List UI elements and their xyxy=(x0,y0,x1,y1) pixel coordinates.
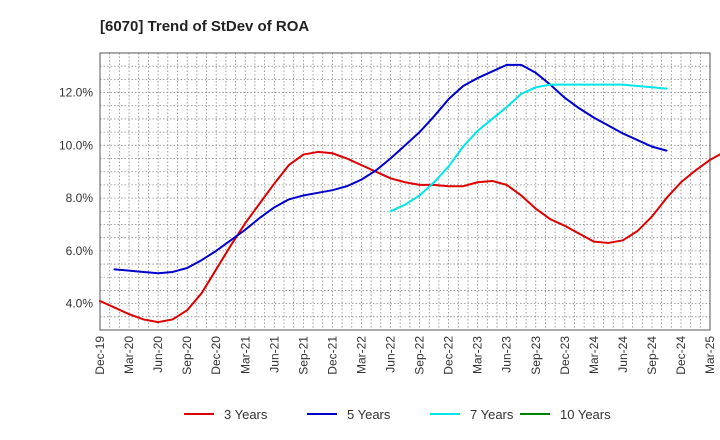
x-tick-label: Mar-21 xyxy=(238,336,252,374)
x-tick-label: Sep-21 xyxy=(296,336,310,375)
x-tick-label: Jun-22 xyxy=(384,336,398,373)
x-tick-label: Mar-24 xyxy=(587,336,601,374)
legend-label: 5 Years xyxy=(347,407,391,422)
x-tick-label: Jun-23 xyxy=(500,336,514,373)
x-tick-label: Dec-20 xyxy=(209,336,223,375)
x-axis: Dec-19 Mar-20 Jun-20 Sep-20 Dec-20 Mar-21 Jun-… xyxy=(93,336,717,375)
x-tick-label: Dec-22 xyxy=(442,336,456,375)
grid xyxy=(100,53,710,330)
series-lines xyxy=(99,63,720,324)
x-tick-label: Mar-23 xyxy=(471,336,485,374)
y-tick-label: 10.0% xyxy=(59,138,93,152)
x-tick-label: Mar-20 xyxy=(122,336,136,374)
legend-label: 7 Years xyxy=(470,407,514,422)
series-line-7-years xyxy=(389,83,668,213)
chart-title: [6070] Trend of StDev of ROA xyxy=(100,18,309,35)
legend: 3 Years 5 Years 7 Years 10 Years xyxy=(184,407,611,422)
x-tick-label: Sep-20 xyxy=(180,336,194,375)
series-line-5-years xyxy=(113,63,668,275)
y-axis: 4.0% 6.0% 8.0% 10.0% 12.0% xyxy=(59,86,93,311)
y-tick-label: 4.0% xyxy=(66,297,94,311)
x-tick-label: Jun-24 xyxy=(616,336,630,373)
y-tick-label: 12.0% xyxy=(59,86,93,100)
y-tick-label: 8.0% xyxy=(66,191,94,205)
legend-label: 3 Years xyxy=(224,407,268,422)
x-tick-label: Sep-24 xyxy=(645,336,659,375)
y-tick-label: 6.0% xyxy=(66,244,94,258)
x-tick-label: Dec-23 xyxy=(558,336,572,375)
series-line-3-years xyxy=(99,150,720,324)
x-tick-label: Mar-25 xyxy=(703,336,717,374)
x-tick-label: Dec-19 xyxy=(93,336,107,375)
x-tick-label: Mar-22 xyxy=(354,336,368,374)
plot-border xyxy=(99,52,711,331)
x-tick-label: Sep-23 xyxy=(529,336,543,375)
x-tick-label: Dec-21 xyxy=(325,336,339,375)
x-tick-label: Sep-22 xyxy=(413,336,427,375)
x-tick-label: Jun-20 xyxy=(151,336,165,373)
x-tick-label: Jun-21 xyxy=(267,336,281,373)
plot-area xyxy=(100,53,710,330)
legend-label: 10 Years xyxy=(560,407,611,422)
x-tick-label: Dec-24 xyxy=(674,336,688,375)
